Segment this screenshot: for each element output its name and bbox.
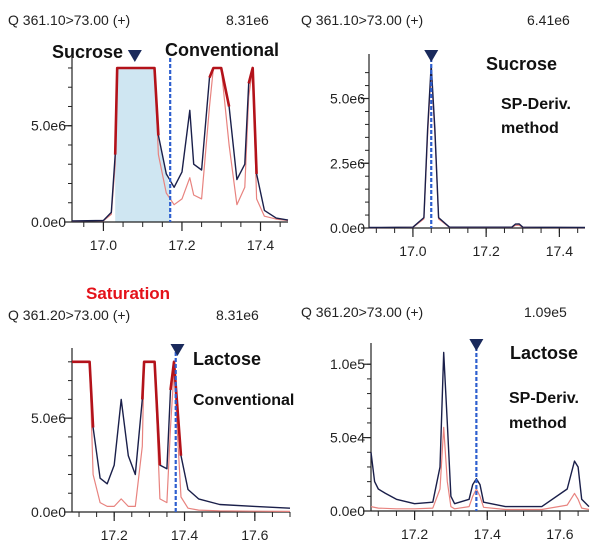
chromatogram-plot: 17.0 17.2 17.4 0.0e0 5.0e6 xyxy=(31,50,289,253)
chromatogram-plot: 17.2 17.4 17.6 0.0e0 5.0e6 xyxy=(31,344,291,541)
x-tick-label: 17.4 xyxy=(474,526,501,541)
max-intensity-label: 1.09e5 xyxy=(524,304,567,320)
compound-label: Lactose xyxy=(510,343,579,363)
compound-label: Sucrose xyxy=(52,42,124,62)
saturated-trace xyxy=(141,360,162,466)
method-label: Conventional xyxy=(193,392,295,409)
y-tick-label: 5.0e6 xyxy=(330,91,365,107)
saturated-trace xyxy=(247,66,258,174)
trace-dark xyxy=(370,351,590,508)
x-tick-label: 17.2 xyxy=(473,243,500,259)
peak-triangle-marker xyxy=(170,344,185,356)
max-intensity-label: 8.31e6 xyxy=(226,12,269,28)
x-tick-label: 17.2 xyxy=(168,237,195,253)
chromatogram-plot: 17.0 17.2 17.4 0.0e0 2.5e6 5.0e6 xyxy=(330,50,586,259)
transition-label: Q 361.10>73.00 (+) xyxy=(301,12,424,28)
saturated-trace xyxy=(208,66,231,107)
y-tick-label: 5.0e6 xyxy=(31,118,66,134)
trace-light xyxy=(72,361,291,512)
chromatogram-panel-lactose-conventional: Saturation Q 361.20>73.00 (+) 8.31e6 Lac… xyxy=(0,271,300,541)
method-label: Conventional xyxy=(165,40,280,60)
compound-label: Sucrose xyxy=(486,54,558,74)
y-tick-label: 0.0e0 xyxy=(330,220,365,236)
x-tick-label: 17.4 xyxy=(247,237,274,253)
peak-triangle-marker xyxy=(469,339,484,351)
chromatogram-panel-sucrose-spderiv: Q 361.10>73.00 (+) 6.41e6 Sucrose SP-Der… xyxy=(299,0,599,270)
method-label-line-1: SP-Deriv. xyxy=(501,96,571,113)
y-tick-label: 5.0e4 xyxy=(330,430,365,446)
saturated-trace xyxy=(113,66,160,155)
y-tick-label: 0.0e0 xyxy=(31,504,66,520)
chromatogram-panel-lactose-spderiv: Q 361.20>73.00 (+) 1.09e5 Lactose SP-Der… xyxy=(299,271,599,541)
x-tick-label: 17.0 xyxy=(90,237,117,253)
y-tick-label: 5.0e6 xyxy=(31,410,66,426)
x-tick-label: 17.2 xyxy=(401,526,428,541)
y-tick-label: 0.0e0 xyxy=(330,503,365,519)
transition-label: Q 361.10>73.00 (+) xyxy=(8,12,131,28)
y-tick-label: 1.0e5 xyxy=(330,356,365,372)
saturated-trace xyxy=(169,360,183,456)
peak-triangle-marker xyxy=(127,50,142,62)
y-tick-label: 2.5e6 xyxy=(330,155,365,171)
trace-dark xyxy=(368,64,586,229)
trace-light xyxy=(370,426,590,511)
method-label-line-2: method xyxy=(509,415,567,432)
x-tick-label: 17.4 xyxy=(546,243,573,259)
trace-light xyxy=(368,69,586,229)
transition-label: Q 361.20>73.00 (+) xyxy=(301,304,424,320)
x-tick-label: 17.2 xyxy=(101,527,128,541)
compound-label: Lactose xyxy=(193,349,262,369)
method-label-line-2: method xyxy=(501,120,559,137)
peak-triangle-marker xyxy=(424,50,439,62)
x-tick-label: 17.0 xyxy=(399,243,426,259)
max-intensity-label: 8.31e6 xyxy=(216,307,259,323)
chromatogram-panel-sucrose-conventional: Q 361.10>73.00 (+) 8.31e6 Sucrose Conven… xyxy=(0,0,300,270)
chromatogram-plot: 17.2 17.4 17.6 0.0e0 5.0e4 1.0e5 xyxy=(330,339,590,541)
transition-label: Q 361.20>73.00 (+) xyxy=(8,307,131,323)
x-tick-label: 17.4 xyxy=(171,527,198,541)
max-intensity-label: 6.41e6 xyxy=(527,12,570,28)
x-tick-label: 17.6 xyxy=(546,526,573,541)
saturation-label: Saturation xyxy=(86,284,171,303)
method-label-line-1: SP-Deriv. xyxy=(509,390,579,407)
x-tick-label: 17.6 xyxy=(241,527,268,541)
saturated-trace xyxy=(72,360,95,428)
y-tick-label: 0.0e0 xyxy=(31,214,66,230)
integrated-area xyxy=(115,67,171,222)
